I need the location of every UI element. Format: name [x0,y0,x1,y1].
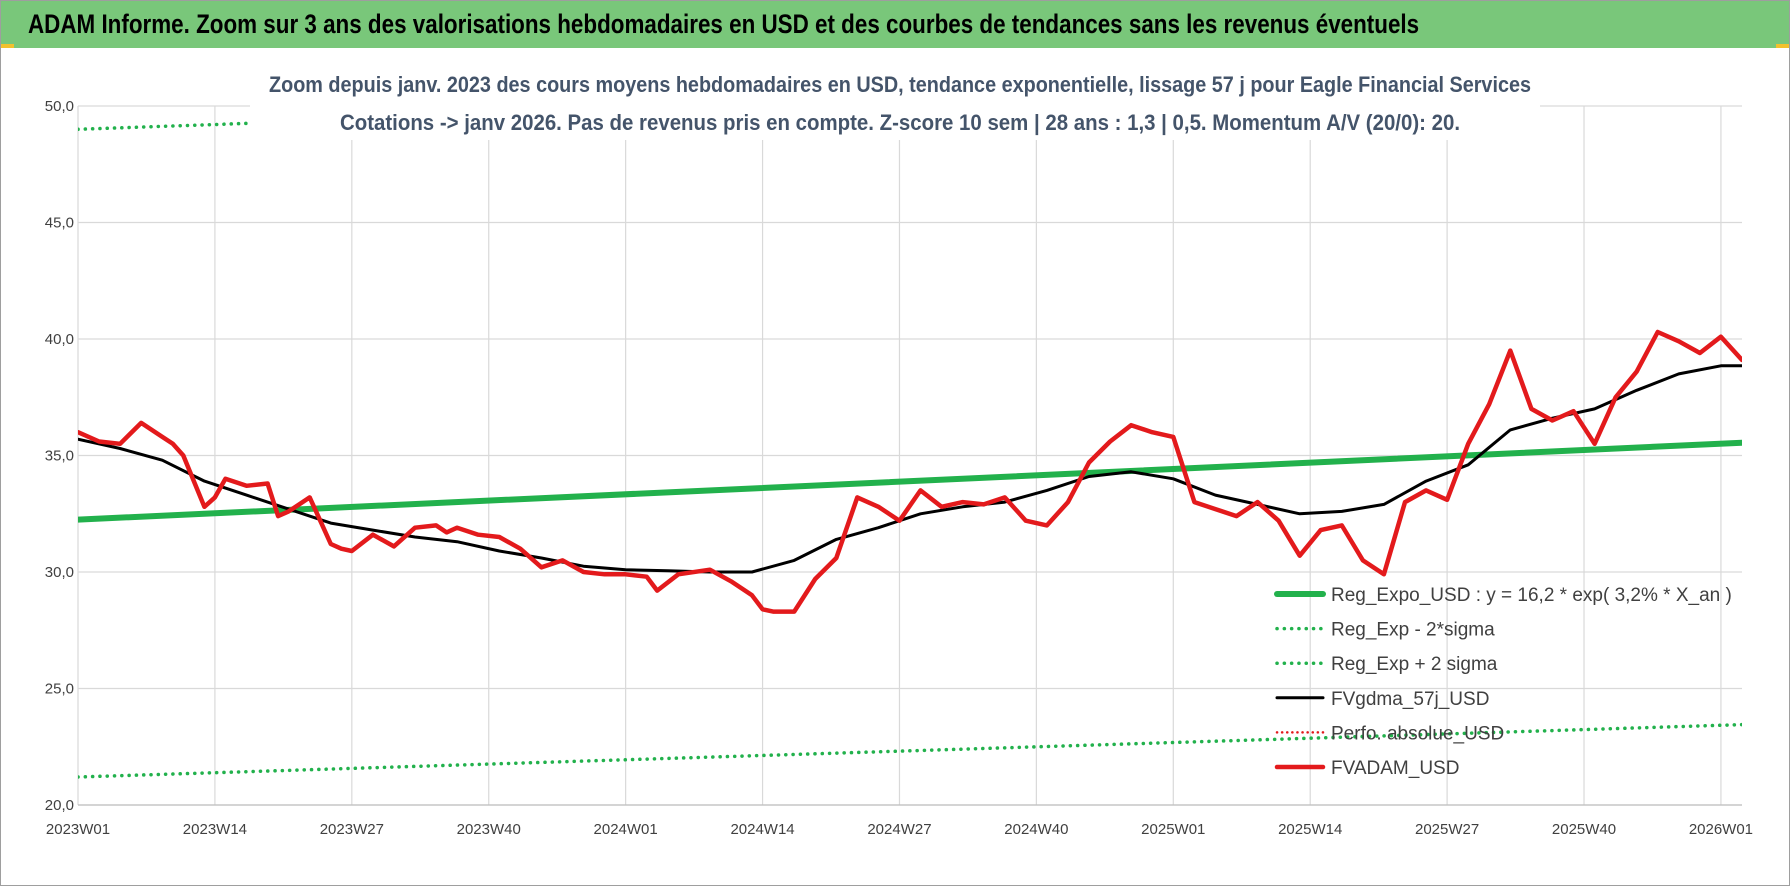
series-line-fvgdma-57j-usd [78,364,1742,574]
y-tick-label: 35,0 [45,448,74,465]
x-tick-label: 2023W40 [457,821,521,838]
chart-title-line-2: Cotations -> janv 2026. Pas de revenus p… [340,110,1460,135]
gridlines [77,105,1742,806]
x-tick-label: 2024W27 [867,821,931,838]
x-tick-label: 2024W14 [730,821,794,838]
report-banner: ADAM Informe. Zoom sur 3 ans des valoris… [0,0,1790,48]
legend-label-reg-exp-2-sigma: Reg_Exp - 2*sigma [1331,620,1495,641]
report-title: ADAM Informe. Zoom sur 3 ans des valoris… [28,9,1420,39]
banner-accent-left [0,44,14,48]
title-background [250,64,1540,140]
x-tick-label: 2026W01 [1689,821,1753,838]
x-tick-label: 2023W27 [320,821,384,838]
x-tick-label: 2025W40 [1552,821,1616,838]
series-line-fvadam-usd [78,329,1742,614]
y-tick-label: 40,0 [45,331,74,348]
axes: 20,0 25,0 30,0 35,0 40,0 45,0 50,0 2023W01 2023W… [45,98,1753,838]
y-tick-label: 50,0 [45,98,74,115]
x-tick-label: 2024W40 [1004,821,1068,838]
legend-label-fvadam-usd: FVADAM_USD [1331,758,1459,779]
x-tick-label: 2025W27 [1415,821,1479,838]
legend-label-fvgdma-57j-usd: FVgdma_57j_USD [1331,689,1489,710]
chart-title-line-1: Zoom depuis janv. 2023 des cours moyens … [269,72,1531,97]
x-tick-label: 2023W01 [46,821,110,838]
y-tick-label: 45,0 [45,215,74,232]
series-line-reg-exp-2-sigma [78,722,1742,779]
x-tick-label: 2025W14 [1278,821,1342,838]
legend: Reg_Expo_USD : y = 16,2 * exp( 3,2% * X_… [1274,585,1732,779]
x-tick-label: 2024W01 [594,821,658,838]
x-tick-label: 2023W14 [183,821,247,838]
chart-title: Zoom depuis janv. 2023 des cours moyens … [250,64,1540,140]
y-tick-label: 30,0 [45,564,74,581]
y-tick-label: 20,0 [45,797,74,814]
legend-label-reg-expo-usd-y-16-2-exp-3-2-x-an: Reg_Expo_USD : y = 16,2 * exp( 3,2% * X_… [1331,585,1732,606]
x-tick-label: 2025W01 [1141,821,1205,838]
banner-accent-right [1776,44,1790,48]
y-tick-label: 25,0 [45,681,74,698]
legend-label-perfo-absolue-usd: Perfo. absolue_USD [1331,723,1504,744]
legend-label-reg-exp-2-sigma: Reg_Exp + 2 sigma [1331,654,1498,675]
